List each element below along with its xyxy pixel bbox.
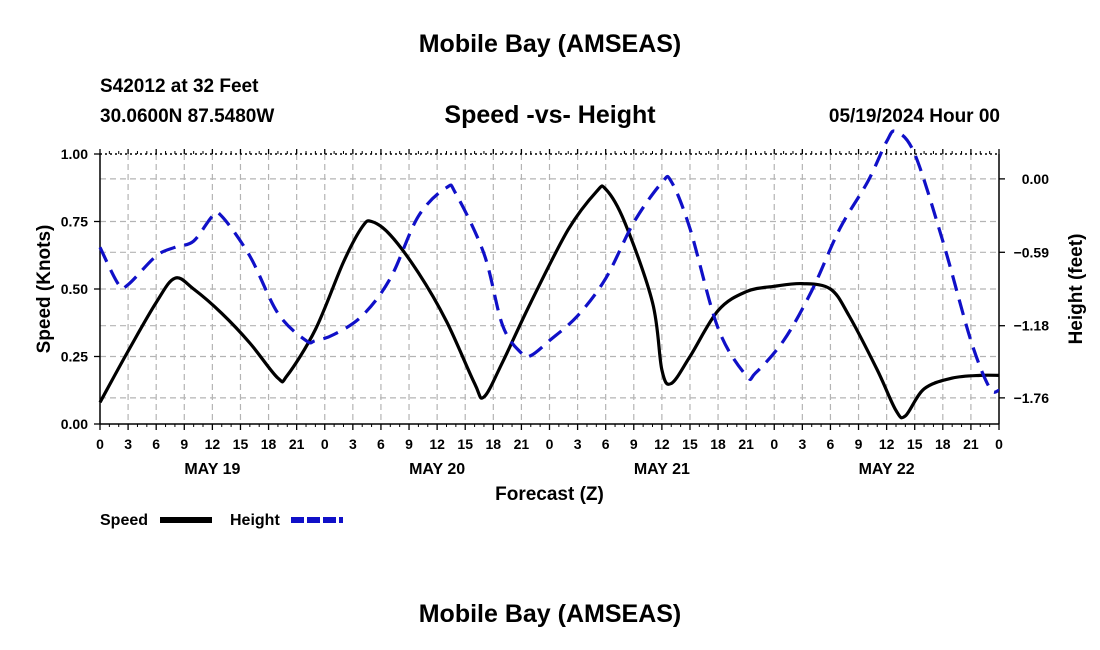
x-tick-label: 21 — [738, 436, 754, 452]
y-axis-label: Speed (Knots) — [34, 225, 55, 354]
y-tick-label: 0.75 — [61, 214, 88, 230]
x-tick-label: 21 — [289, 436, 305, 452]
x-tick-label: 3 — [124, 436, 132, 452]
chart-title: Mobile Bay (AMSEAS) — [418, 30, 682, 58]
x-tick-label: 0 — [96, 436, 104, 452]
x-tick-label: 3 — [798, 436, 806, 452]
day-label: MAY 21 — [634, 461, 690, 478]
day-label: MAY 22 — [859, 461, 915, 478]
x-tick-label: 0 — [770, 436, 778, 452]
x-tick-label: 9 — [180, 436, 188, 452]
x-tick-label: 12 — [205, 436, 221, 452]
y2-axis-label: Height (feet) — [1066, 234, 1087, 345]
x-tick-label: 15 — [682, 436, 698, 452]
x-tick-label: 6 — [152, 436, 160, 452]
x-tick-label: 18 — [486, 436, 502, 452]
x-tick-label: 3 — [349, 436, 357, 452]
x-tick-label: 12 — [429, 436, 445, 452]
x-tick-label: 0 — [321, 436, 329, 452]
x-axis-label: Forecast (Z) — [495, 484, 604, 505]
coordinates-label: 30.0600N 87.5480W — [100, 106, 275, 127]
y2-tick-label: −0.59 — [1014, 244, 1050, 260]
x-tick-label: 21 — [514, 436, 530, 452]
x-tick-label: 21 — [963, 436, 979, 452]
x-tick-label: 9 — [855, 436, 863, 452]
x-tick-label: 9 — [405, 436, 413, 452]
series-line-speed — [98, 184, 1000, 420]
footer-title: Mobile Bay (AMSEAS) — [418, 600, 682, 628]
y-tick-label: 0.25 — [61, 349, 88, 365]
x-tick-label: 3 — [574, 436, 582, 452]
x-tick-label: 6 — [827, 436, 835, 452]
y-tick-label: 0.00 — [61, 416, 88, 432]
x-tick-label: 15 — [457, 436, 473, 452]
x-tick-label: 18 — [935, 436, 951, 452]
y2-tick-label: −1.76 — [1014, 390, 1050, 406]
legend-label-speed: Speed — [100, 512, 148, 529]
forecast-datetime: 05/19/2024 Hour 00 — [828, 106, 1000, 127]
x-tick-label: 6 — [602, 436, 610, 452]
x-tick-label: 15 — [907, 436, 923, 452]
x-tick-label: 18 — [710, 436, 726, 452]
day-label: MAY 19 — [184, 461, 240, 478]
series-line-height — [98, 129, 1000, 394]
day-label: MAY 20 — [409, 461, 465, 478]
y2-tick-label: −1.18 — [1014, 318, 1050, 334]
x-tick-label: 18 — [261, 436, 277, 452]
x-tick-label: 9 — [630, 436, 638, 452]
legend-label-height: Height — [230, 512, 280, 529]
x-tick-label: 15 — [233, 436, 249, 452]
x-tick-label: 0 — [546, 436, 554, 452]
chart-subtitle: Speed -vs- Height — [444, 101, 656, 129]
station-label: S42012 at 32 Feet — [100, 76, 259, 97]
y-tick-label: 0.50 — [61, 281, 88, 297]
y-tick-label: 1.00 — [61, 146, 88, 162]
x-tick-label: 6 — [377, 436, 385, 452]
x-tick-label: 12 — [879, 436, 895, 452]
y2-tick-label: 0.00 — [1022, 171, 1049, 187]
x-tick-label: 0 — [995, 436, 1003, 452]
x-tick-label: 12 — [654, 436, 670, 452]
